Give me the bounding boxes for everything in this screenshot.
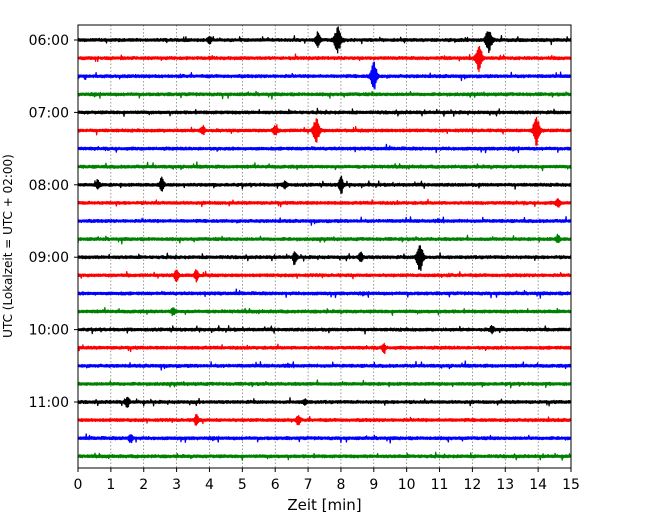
x-tick-label: 4 xyxy=(205,477,214,493)
trace-0845 xyxy=(77,233,572,245)
x-tick-label: 8 xyxy=(336,477,345,493)
trace-0915 xyxy=(77,269,572,283)
x-grid-lines xyxy=(110,25,539,468)
y-tick-label: 10:00 xyxy=(29,323,69,339)
y-tick-label: 06:00 xyxy=(29,33,69,49)
x-tick-label: 11 xyxy=(431,477,449,493)
y-tick-label: 08:00 xyxy=(29,178,69,194)
x-tick-label: 2 xyxy=(139,477,148,493)
x-tick-label: 10 xyxy=(398,477,416,493)
trace-1115 xyxy=(77,413,572,426)
y-axis-ticks: 06:00 07:00 08:00 09:00 10:00 11:00 xyxy=(29,33,78,411)
trace-1045 xyxy=(77,379,572,389)
x-tick-label: 6 xyxy=(271,477,280,493)
x-tick-label: 5 xyxy=(238,477,247,493)
y-tick-label: 11:00 xyxy=(29,395,69,411)
trace-0715 xyxy=(77,116,572,146)
x-axis-label: Zeit [min] xyxy=(287,496,361,514)
seismic-traces xyxy=(77,26,572,461)
trace-0930 xyxy=(77,288,572,299)
trace-0645 xyxy=(77,90,572,100)
trace-0630 xyxy=(77,61,572,90)
trace-0745 xyxy=(77,161,572,172)
trace-0600 xyxy=(77,26,572,54)
trace-0945 xyxy=(77,307,572,317)
trace-0830 xyxy=(77,216,572,226)
trace-1130 xyxy=(77,433,572,444)
x-axis-ticks: 0 1 2 3 4 5 6 7 8 9 10 11 12 13 14 15 xyxy=(74,468,580,493)
trace-0700 xyxy=(77,107,572,117)
trace-0815 xyxy=(77,198,572,208)
y-tick-label: 09:00 xyxy=(29,250,69,266)
y-tick-label: 07:00 xyxy=(29,105,69,121)
x-tick-label: 0 xyxy=(74,477,83,493)
trace-0900 xyxy=(77,245,572,272)
x-tick-label: 3 xyxy=(172,477,181,493)
trace-1015 xyxy=(77,342,572,355)
x-tick-label: 14 xyxy=(529,477,547,493)
trace-1100 xyxy=(77,396,572,408)
trace-0615 xyxy=(77,45,572,73)
trace-1000 xyxy=(77,324,572,335)
trace-1145 xyxy=(77,451,572,461)
plot-frame xyxy=(77,24,572,469)
trace-0800 xyxy=(77,175,572,195)
x-tick-label: 13 xyxy=(496,477,514,493)
trace-0730 xyxy=(77,143,572,154)
x-tick-label: 9 xyxy=(369,477,378,493)
x-tick-label: 15 xyxy=(562,477,580,493)
x-tick-label: 12 xyxy=(463,477,481,493)
x-tick-label: 7 xyxy=(304,477,313,493)
x-tick-label: 1 xyxy=(106,477,115,493)
trace-1030 xyxy=(77,360,572,371)
y-axis-label: UTC (Lokalzeit = UTC + 02:00) xyxy=(1,154,15,338)
